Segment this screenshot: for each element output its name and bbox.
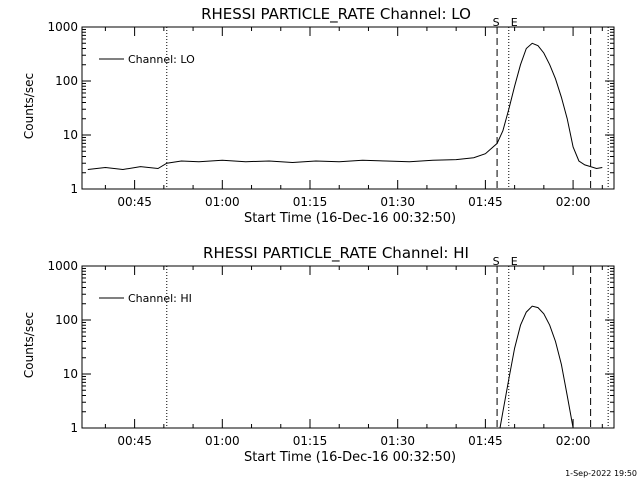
legend-label: Channel: LO	[128, 53, 195, 66]
x-tick-label: 01:00	[205, 195, 240, 209]
x-tick-label: 01:45	[468, 195, 503, 209]
y-axis-label: Counts/sec	[22, 312, 36, 378]
x-tick-label: 02:00	[556, 195, 591, 209]
x-tick-label: 01:30	[380, 434, 415, 448]
chart-title: RHESSI PARTICLE_RATE Channel: LO	[201, 5, 471, 24]
y-tick-label: 1000	[47, 259, 78, 273]
y-axis-label: Counts/sec	[22, 73, 36, 139]
y-tick-label: 100	[55, 313, 78, 327]
y-tick-label: 10	[63, 367, 78, 381]
marker-label: S	[493, 255, 500, 268]
x-tick-label: 02:00	[556, 434, 591, 448]
chart-panel-2: RHESSI PARTICLE_RATE Channel: HI Counts/s…	[22, 244, 615, 465]
x-axis-label: Start Time (16-Dec-16 00:32:50)	[244, 450, 456, 465]
y-tick-label: 10	[63, 128, 78, 142]
series-line	[499, 305, 574, 428]
footer-timestamp: 1-Sep-2022 19:50	[565, 469, 637, 478]
marker-label: S	[493, 16, 500, 29]
y-tick-label: 100	[55, 74, 78, 88]
x-axis-label: Start Time (16-Dec-16 00:32:50)	[244, 211, 456, 226]
x-tick-label: 01:15	[293, 195, 328, 209]
plot-frame	[81, 26, 615, 190]
x-tick-label: 01:30	[380, 195, 415, 209]
x-tick-label: 00:45	[117, 434, 152, 448]
y-tick-label: 1	[70, 421, 78, 435]
plot-frame	[81, 265, 615, 429]
x-tick-label: 01:45	[468, 434, 503, 448]
marker-label: E	[511, 16, 518, 29]
y-tick-label: 1	[70, 182, 78, 196]
x-tick-label: 01:15	[293, 434, 328, 448]
chart-panel-1: RHESSI PARTICLE_RATE Channel: LO Counts/s…	[22, 5, 615, 226]
legend-label: Channel: HI	[128, 292, 192, 305]
x-tick-label: 00:45	[117, 195, 152, 209]
y-tick-label: 1000	[47, 20, 78, 34]
series-line	[87, 42, 603, 171]
marker-label: E	[511, 255, 518, 268]
x-tick-label: 01:00	[205, 434, 240, 448]
chart-title: RHESSI PARTICLE_RATE Channel: HI	[203, 244, 469, 263]
